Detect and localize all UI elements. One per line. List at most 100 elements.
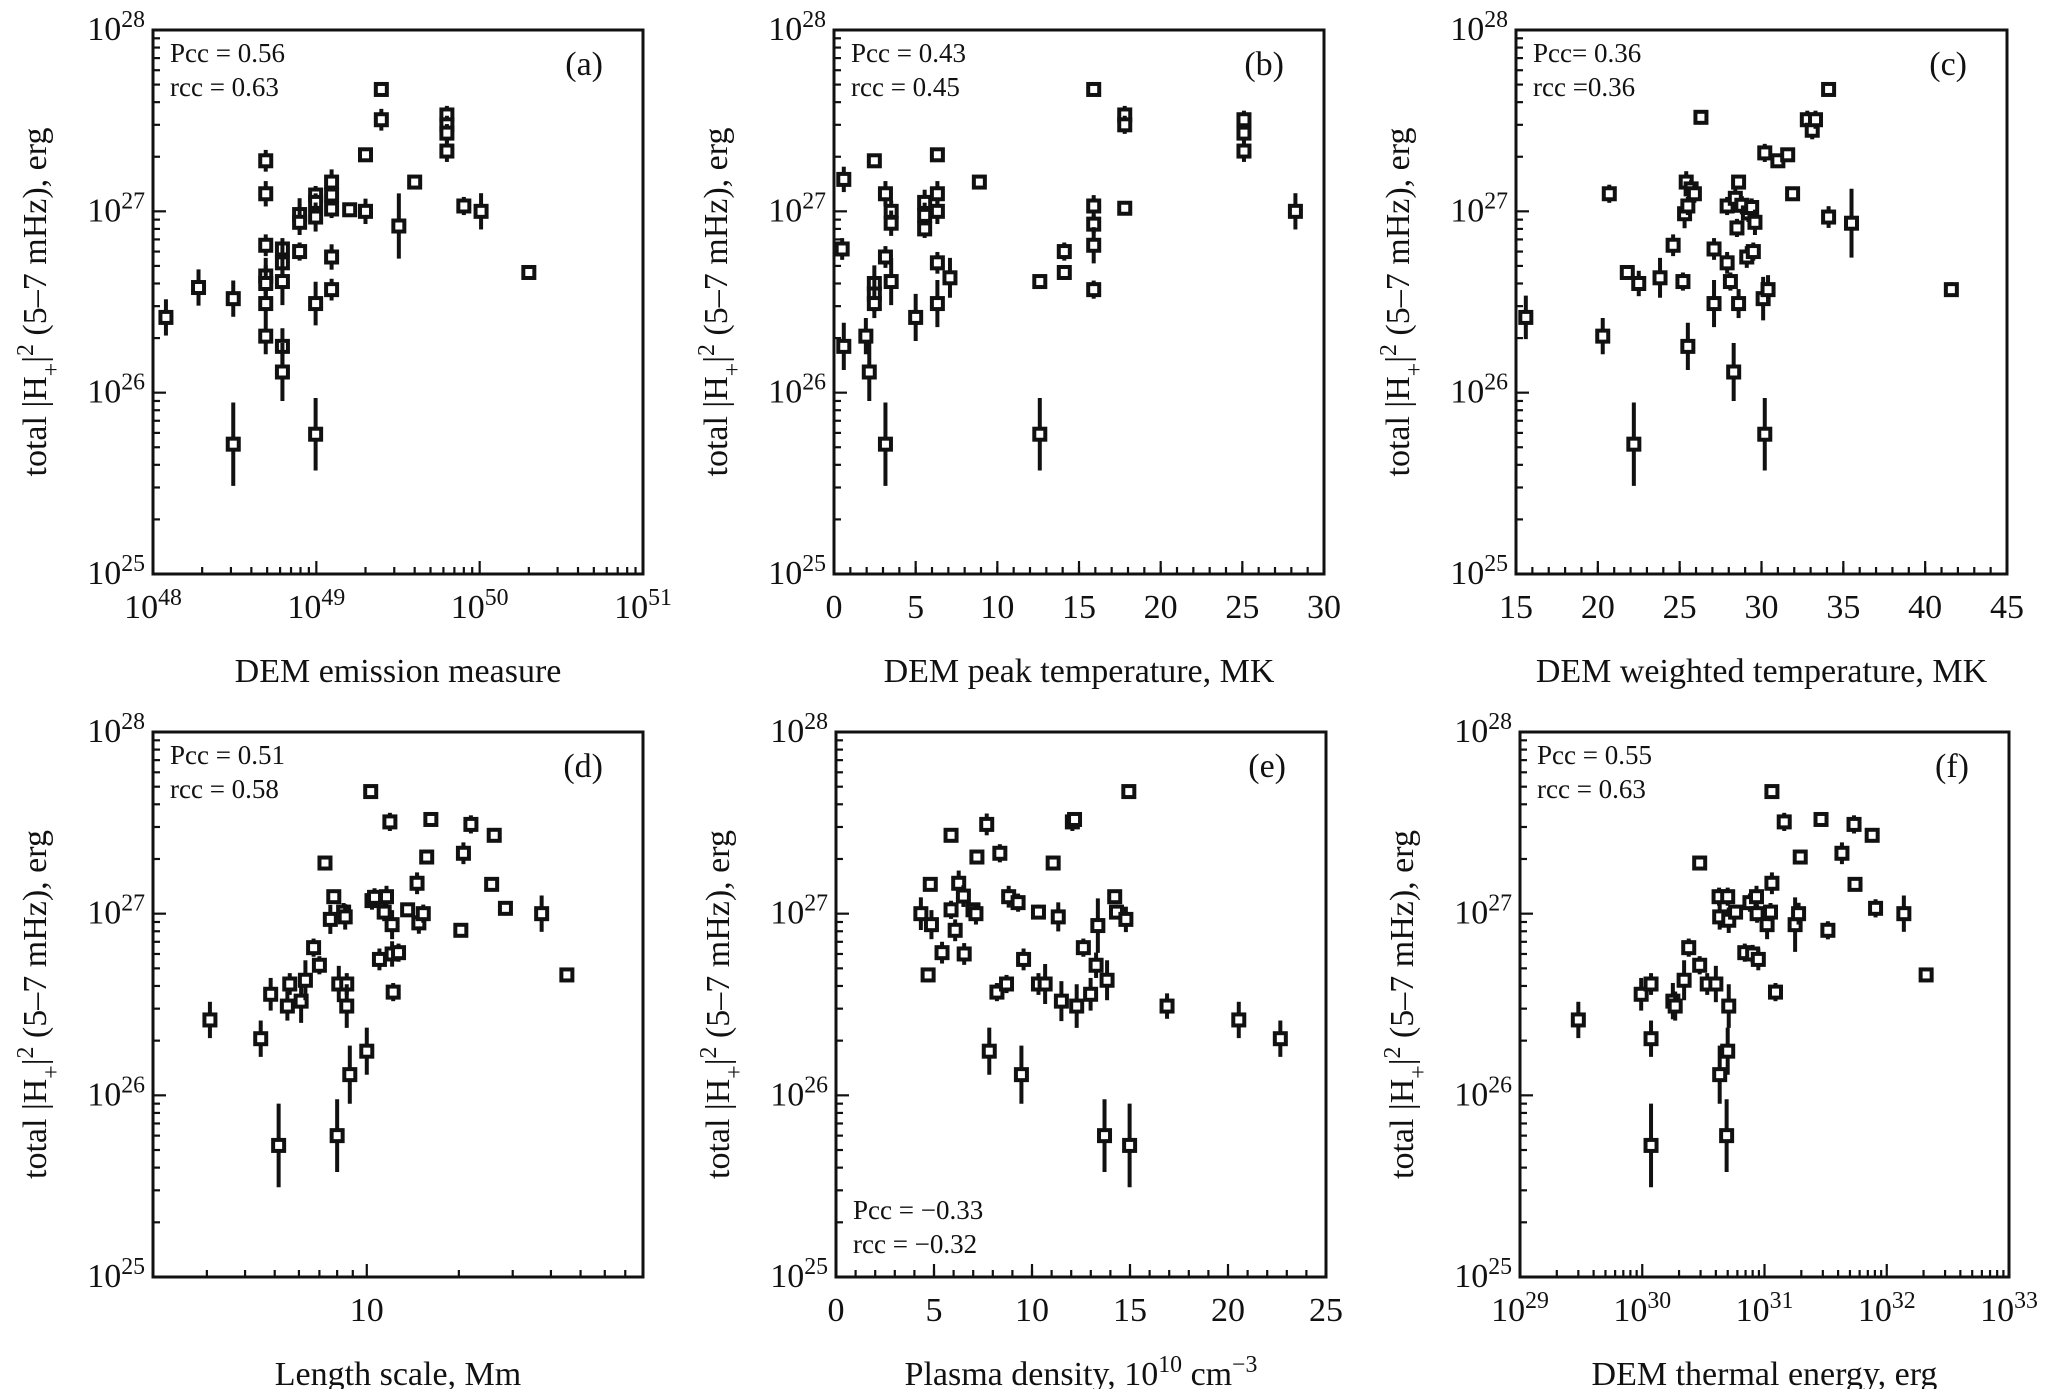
data-point (363, 784, 379, 800)
y-tick-label: 1025 (87, 1254, 145, 1295)
data-point (1686, 184, 1702, 203)
data-point (1667, 991, 1683, 1021)
data-point (1053, 981, 1069, 1022)
square-marker (382, 814, 398, 830)
square-marker (929, 203, 945, 219)
square-marker (1287, 203, 1303, 219)
square-marker (1726, 364, 1742, 380)
data-point (1681, 938, 1697, 957)
data-point (929, 279, 945, 328)
rcc-value: rcc = 0.58 (170, 774, 279, 804)
data-point (883, 210, 899, 236)
square-marker (456, 198, 472, 214)
x-tick-label: 10 (980, 589, 1014, 626)
square-marker (1088, 957, 1104, 973)
square-marker (861, 364, 877, 380)
data-point (1776, 812, 1792, 831)
square-marker (1706, 241, 1722, 257)
data-point (473, 193, 489, 230)
data-point (866, 289, 882, 319)
data-point (292, 242, 308, 261)
square-marker (371, 951, 387, 967)
square-marker (559, 967, 575, 983)
x-tick-label: 1031 (1736, 1288, 1794, 1329)
data-point (1016, 948, 1032, 971)
square-marker (274, 364, 290, 380)
pcc-value: Pcc = 0.51 (170, 740, 285, 770)
x-tick-label: 25 (1309, 1292, 1343, 1329)
square-marker (534, 906, 550, 922)
data-point (1680, 322, 1696, 370)
data-point (1719, 1099, 1735, 1172)
panel-e: 1025 1026 1027 1028 0 5 10 15 20 25 Plasma density… (696, 709, 1343, 1389)
square-marker (877, 186, 893, 202)
square-marker (1847, 876, 1863, 892)
x-tick-label: 0 (828, 1292, 845, 1329)
square-marker (1518, 309, 1534, 325)
square-marker (834, 241, 850, 257)
data-point (1896, 895, 1912, 932)
square-marker (836, 171, 852, 187)
x-tick-label: 30 (1307, 589, 1341, 626)
y-tick-label: 1027 (768, 188, 826, 229)
data-point (834, 238, 850, 260)
data-point (263, 977, 279, 1011)
data-point (1086, 280, 1102, 299)
data-point (385, 983, 401, 1002)
rcc-value: rcc = −0.32 (853, 1229, 977, 1259)
square-marker (1272, 1031, 1288, 1047)
square-marker (979, 816, 995, 832)
y-tick-label: 1027 (770, 891, 828, 932)
panel-d: 1025 1026 1027 1028 10 Length scale, Mm total … (13, 709, 645, 1389)
square-marker (385, 984, 401, 1000)
data-point (1090, 898, 1106, 953)
x-tick-label: 35 (1826, 589, 1860, 626)
data-point (992, 844, 1008, 863)
square-marker (1667, 998, 1683, 1014)
y-tick-label: 1026 (87, 370, 145, 411)
data-point (1086, 227, 1102, 264)
square-marker (968, 906, 984, 922)
data-point (306, 938, 322, 957)
data-point (367, 888, 383, 907)
square-marker (1056, 244, 1072, 260)
data-point (929, 198, 945, 225)
data-point (225, 280, 241, 317)
square-marker (955, 888, 971, 904)
square-marker (1692, 957, 1708, 973)
square-marker (1652, 270, 1668, 286)
data-point (1820, 921, 1836, 940)
square-marker (1720, 1043, 1736, 1059)
data-point (1097, 1099, 1113, 1172)
square-marker (917, 207, 933, 223)
square-marker (423, 811, 439, 827)
data-point (1633, 977, 1649, 1011)
data-point (969, 849, 985, 865)
square-marker (947, 922, 963, 938)
data-point (1010, 893, 1026, 912)
square-marker (337, 909, 353, 925)
square-marker (1083, 986, 1099, 1002)
x-tick-label: 1030 (1613, 1288, 1671, 1329)
square-marker (1791, 906, 1807, 922)
data-point (947, 919, 963, 942)
x-tick-label: 1032 (1858, 1288, 1916, 1329)
y-tick-label: 1026 (768, 370, 826, 411)
data-point (382, 812, 398, 831)
data-point (400, 902, 416, 918)
data-point (971, 174, 987, 190)
square-marker (989, 984, 1005, 1000)
square-marker (339, 998, 355, 1014)
data-point (1067, 811, 1083, 827)
x-tick-label: 20 (1211, 1292, 1245, 1329)
y-tick-label: 1027 (87, 188, 145, 229)
data-point (920, 967, 936, 983)
square-marker (1729, 220, 1745, 236)
data-point (271, 1103, 287, 1188)
square-marker (258, 186, 274, 202)
data-point (877, 181, 893, 207)
data-point (191, 269, 207, 306)
square-marker (258, 237, 274, 253)
square-marker (1731, 174, 1747, 190)
